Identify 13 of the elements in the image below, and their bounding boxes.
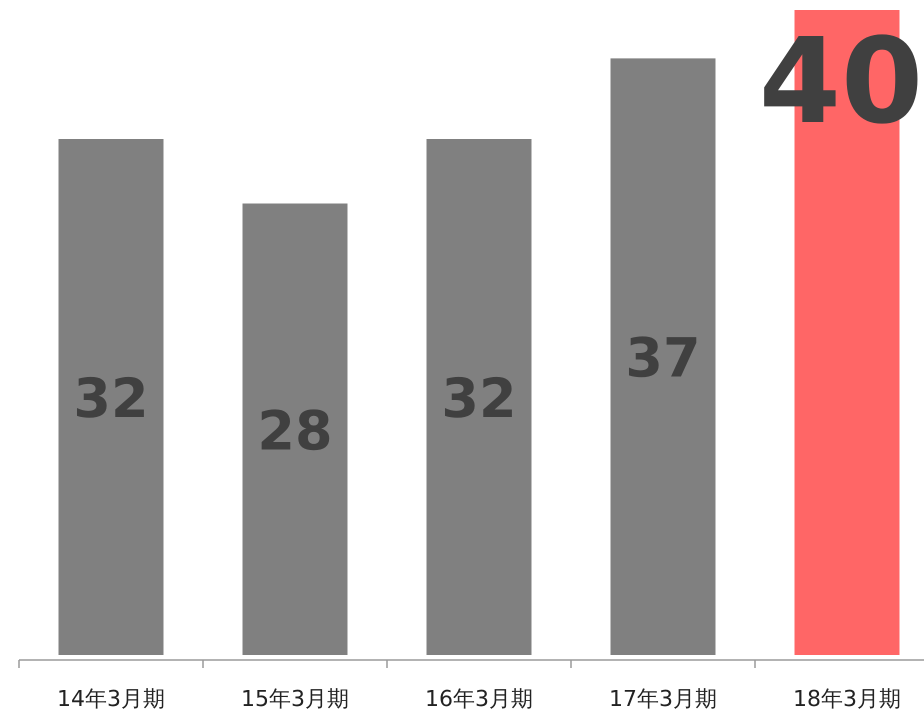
x-tick-label: 14年3月期 [57,687,165,712]
x-tick-label: 16年3月期 [425,687,533,712]
bar [242,204,348,655]
data-label: 32 [441,367,517,430]
x-tick-label: 18年3月期 [793,687,901,712]
x-tick-label: 15年3月期 [241,687,349,712]
bar [58,139,164,655]
bar [610,58,716,655]
x-tick-label: 17年3月期 [609,687,717,712]
data-label: 32 [73,367,149,430]
data-label: 28 [257,399,333,462]
bar [426,139,532,655]
data-label: 37 [625,326,701,390]
